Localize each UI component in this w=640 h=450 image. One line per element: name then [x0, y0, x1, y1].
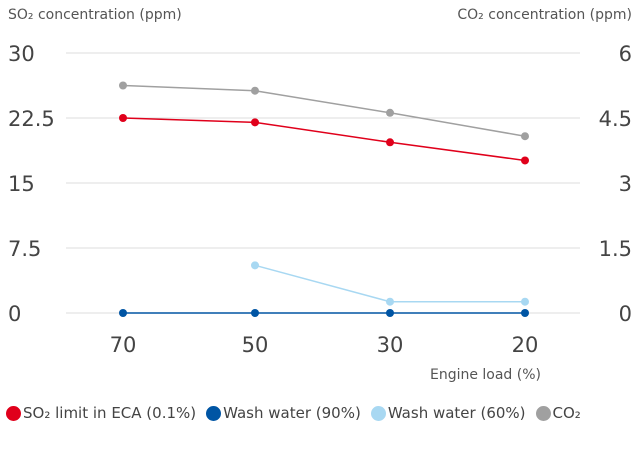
data-point	[251, 118, 259, 127]
right-tick-label: 3	[619, 172, 632, 196]
left-tick-labels: 0 7.5 15 22.5 30	[8, 42, 55, 326]
legend-marker-wash-water-90	[206, 405, 222, 421]
data-point	[521, 156, 529, 165]
left-tick-label: 7.5	[8, 237, 41, 261]
legend-label-so2-limit: SO₂ limit in ECA (0.1%)	[23, 404, 197, 422]
data-point	[521, 132, 529, 141]
legend-item-wash-water-60: Wash water (60%)	[370, 404, 526, 422]
data-point	[119, 81, 127, 90]
right-tick-label: 0	[619, 302, 632, 326]
gridlines	[66, 52, 580, 314]
legend-item-so2-limit: SO₂ limit in ECA (0.1%)	[6, 404, 196, 422]
data-point	[119, 114, 127, 122]
legend-item-wash-water-90: Wash water (90%)	[206, 404, 361, 422]
data-point	[386, 309, 394, 317]
legend-item-co2: CO₂	[535, 404, 581, 422]
right-tick-label: 4.5	[599, 107, 632, 131]
data-point	[386, 297, 394, 306]
series-line	[122, 117, 526, 162]
left-axis-title: SO₂ concentration (ppm)	[8, 7, 182, 23]
left-tick-label: 0	[8, 302, 21, 326]
data-point	[119, 309, 127, 317]
x-tick-label: 30	[377, 333, 404, 357]
right-tick-label: 6	[619, 42, 632, 66]
legend-marker-co2	[535, 405, 551, 421]
series-line	[254, 264, 525, 303]
x-tick-label: 20	[512, 333, 539, 357]
right-tick-label: 1.5	[599, 237, 632, 261]
right-tick-labels: 0 1.5 3 4.5 6	[599, 42, 632, 326]
series-lines	[119, 81, 529, 317]
left-tick-label: 30	[8, 42, 35, 66]
x-tick-label: 70	[110, 333, 137, 357]
legend-label-wash-water-60: Wash water (60%)	[387, 404, 526, 422]
right-axis-title: CO₂ concentration (ppm)	[457, 7, 632, 23]
data-point	[251, 86, 259, 95]
data-point	[521, 297, 529, 306]
legend-marker-wash-water-60	[370, 405, 386, 421]
data-point	[386, 108, 394, 117]
data-point	[386, 138, 394, 147]
x-tick-label: 50	[242, 333, 269, 357]
data-point	[521, 309, 529, 317]
left-tick-label: 22.5	[8, 107, 55, 131]
legend-label-wash-water-90: Wash water (90%)	[223, 404, 361, 422]
legend-label-co2: CO₂	[552, 404, 581, 422]
line-chart: SO₂ concentration (ppm) CO₂ concentratio…	[8, 7, 632, 383]
x-tick-labels: 70 50 30 20	[110, 333, 539, 357]
data-point	[251, 261, 259, 270]
series-line	[122, 84, 526, 137]
legend: SO₂ limit in ECA (0.1%) Wash water (90%)…	[6, 404, 591, 422]
data-point	[251, 309, 259, 317]
legend-marker-so2-limit	[6, 405, 21, 421]
x-axis-title: Engine load (%)	[430, 367, 541, 383]
left-tick-label: 15	[8, 172, 35, 196]
